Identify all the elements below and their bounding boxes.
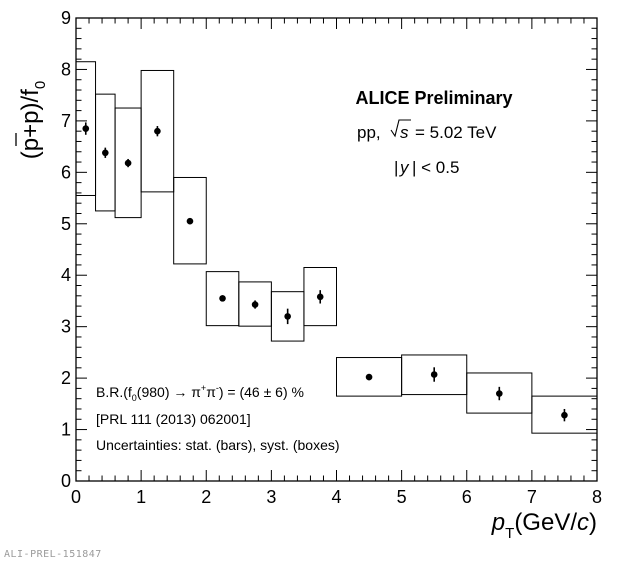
x-tick-label: 0 <box>71 487 81 507</box>
y-symbol: y <box>399 158 410 177</box>
data-point-3 <box>154 127 161 135</box>
system-text: pp, <box>357 123 381 142</box>
syst-box-3 <box>140 69 175 193</box>
reference-note: [PRL 111 (2013) 062001] <box>96 411 251 427</box>
y-tick-label: 2 <box>61 368 71 388</box>
x-tick-label: 3 <box>266 487 276 507</box>
x-tick-label: 5 <box>397 487 407 507</box>
data-point-10 <box>430 371 438 378</box>
uncertainties-note: Uncertainties: stat. (bars), syst. (boxe… <box>96 437 340 453</box>
data-point-1 <box>102 149 109 157</box>
data-point-8 <box>316 293 324 301</box>
rapidity-bar: | <box>394 158 398 177</box>
syst-box-8 <box>303 267 337 327</box>
x-tick-label: 4 <box>331 487 341 507</box>
x-tick-label: 1 <box>136 487 146 507</box>
y-tick-label: 8 <box>61 59 71 79</box>
data-point-6 <box>251 301 259 308</box>
data-point-4 <box>186 217 194 225</box>
data-point-7 <box>284 313 291 320</box>
y-tick-label: 0 <box>61 471 71 491</box>
x-tick-label: 7 <box>527 487 537 507</box>
chart-title: ALICE Preliminary <box>355 88 512 108</box>
data-point-5 <box>219 295 226 302</box>
y-tick-label: 4 <box>61 265 71 285</box>
branching-ratio-note: B.R.(f0(980) → π+π-) = (46 ± 6) % <box>96 383 304 403</box>
syst-boxes <box>75 61 598 434</box>
syst-box-4 <box>173 176 207 265</box>
rapidity-text: | < 0.5 <box>412 158 459 177</box>
stat-error-bars <box>84 122 566 422</box>
sqrt-icon <box>390 119 411 138</box>
y-tick-label: 3 <box>61 317 71 337</box>
rapidity-label: | y | < 0.5 <box>394 158 459 177</box>
x-axis-ticks: 0 1 2 3 4 5 6 7 8 <box>71 18 602 507</box>
data-point-12 <box>561 411 568 419</box>
x-tick-label: 2 <box>201 487 211 507</box>
energy-text: = 5.02 TeV <box>415 123 497 142</box>
y-tick-label: 6 <box>61 162 71 182</box>
y-tick-label: 1 <box>61 420 71 440</box>
data-points <box>82 125 568 419</box>
y-axis-label: (p+p)/f0 <box>15 81 49 159</box>
collision-system-label: pp, s = 5.02 TeV <box>357 119 497 142</box>
x-axis-label: pT(GeV/c) <box>491 509 597 542</box>
figure-id-label: ALI-PREL-151847 <box>4 549 102 560</box>
data-point-0 <box>82 125 90 132</box>
data-point-2 <box>124 159 132 167</box>
data-point-9 <box>365 373 373 381</box>
x-tick-label: 8 <box>592 487 602 507</box>
y-tick-label: 7 <box>61 111 71 131</box>
y-axis-ticks: 0 1 2 3 4 5 6 7 8 9 <box>61 8 597 491</box>
syst-box-11 <box>466 372 533 414</box>
s-symbol: s <box>400 123 409 142</box>
x-tick-label: 6 <box>462 487 472 507</box>
y-axis-label-text: (p+p)/f0 <box>17 81 49 159</box>
data-point-11 <box>496 390 503 397</box>
y-tick-label: 5 <box>61 214 71 234</box>
y-tick-label: 9 <box>61 8 71 28</box>
